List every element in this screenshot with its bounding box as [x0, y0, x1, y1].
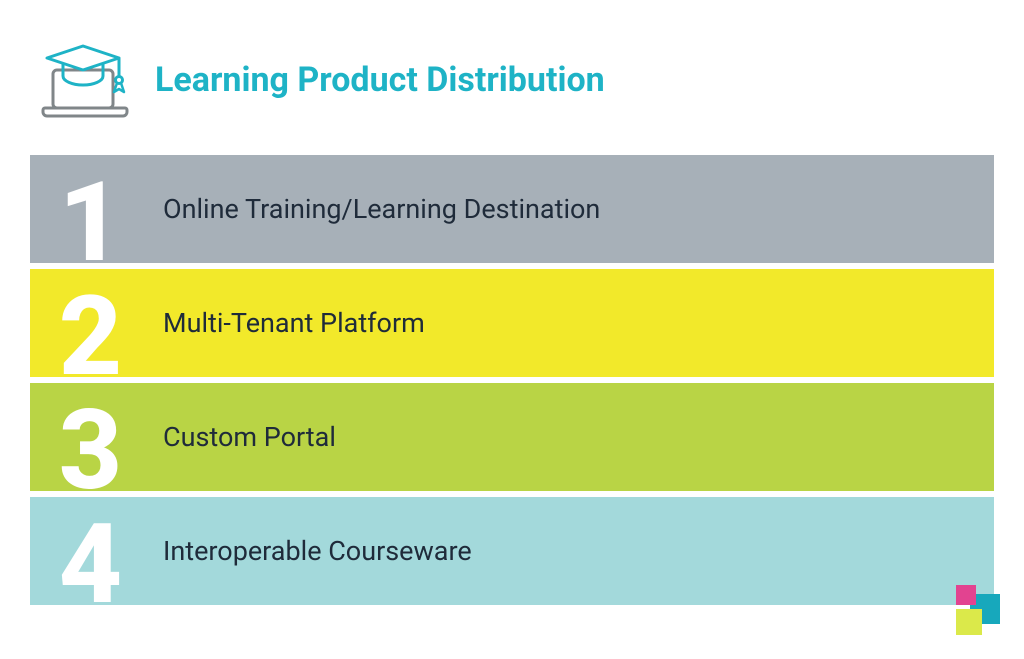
row-number: 4	[30, 510, 145, 605]
page-title: Learning Product Distribution	[155, 60, 605, 100]
row-number: 2	[30, 282, 145, 377]
list-item: 4 Interoperable Courseware	[30, 497, 994, 605]
row-list: 1 Online Training/Learning Destination 2…	[30, 155, 994, 605]
list-item: 1 Online Training/Learning Destination	[30, 155, 994, 263]
list-item: 3 Custom Portal	[30, 383, 994, 491]
logo-square	[956, 585, 976, 605]
list-item: 2 Multi-Tenant Platform	[30, 269, 994, 377]
row-number: 3	[30, 396, 145, 491]
logo-square	[956, 609, 982, 635]
row-label: Multi-Tenant Platform	[163, 307, 425, 339]
row-label: Interoperable Courseware	[163, 535, 472, 567]
corner-logo-icon	[940, 575, 1000, 635]
learning-icon	[35, 40, 135, 120]
header: Learning Product Distribution	[30, 40, 994, 120]
page: Learning Product Distribution 1 Online T…	[0, 0, 1024, 659]
row-label: Online Training/Learning Destination	[163, 193, 600, 225]
row-number: 1	[30, 168, 145, 263]
row-label: Custom Portal	[163, 421, 336, 453]
